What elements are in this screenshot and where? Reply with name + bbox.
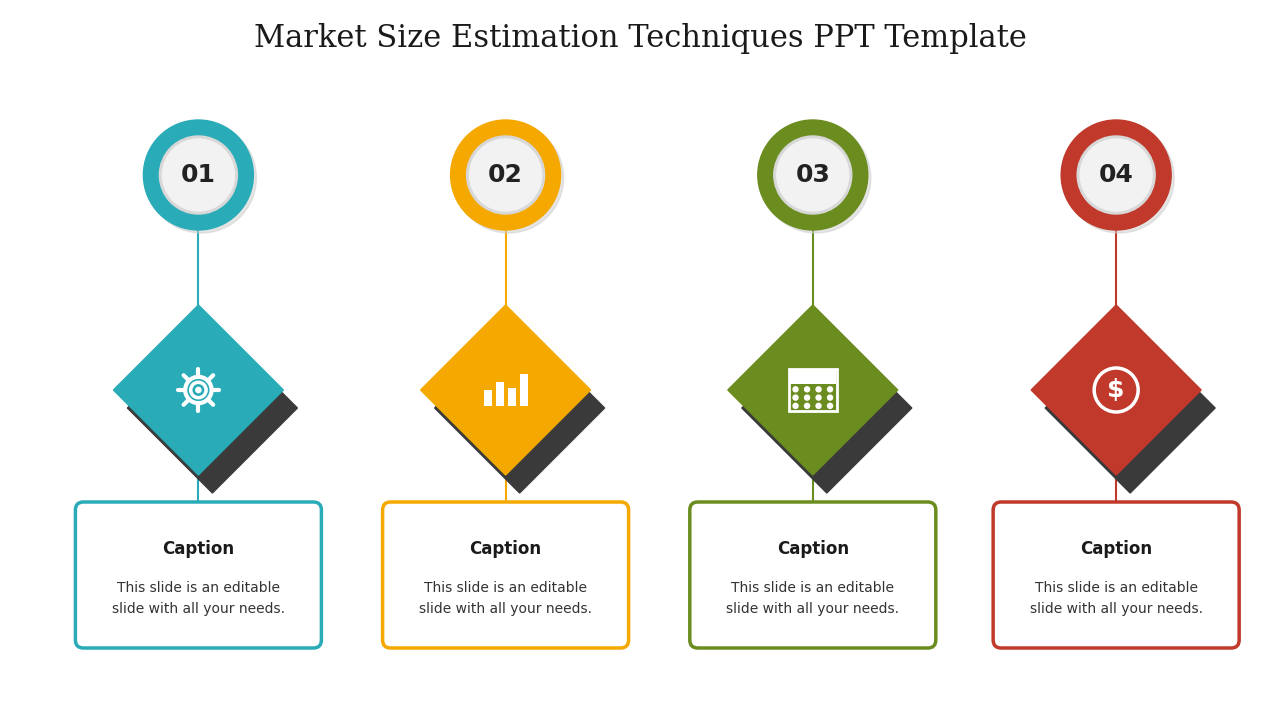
Circle shape <box>805 387 809 392</box>
Polygon shape <box>128 323 297 493</box>
Circle shape <box>467 136 544 214</box>
Circle shape <box>774 136 851 214</box>
Circle shape <box>828 395 832 400</box>
Text: Caption: Caption <box>1080 540 1152 558</box>
Circle shape <box>828 403 832 408</box>
Polygon shape <box>421 305 590 475</box>
Circle shape <box>453 123 563 233</box>
Circle shape <box>1080 139 1152 211</box>
Polygon shape <box>114 305 283 475</box>
Circle shape <box>146 123 256 233</box>
Bar <box>484 390 492 406</box>
Circle shape <box>805 403 809 408</box>
FancyBboxPatch shape <box>993 502 1239 648</box>
Circle shape <box>163 139 234 211</box>
Text: Market Size Estimation Techniques PPT Template: Market Size Estimation Techniques PPT Te… <box>253 22 1027 53</box>
Circle shape <box>805 395 809 400</box>
Text: Caption: Caption <box>163 540 234 558</box>
Bar <box>520 374 527 406</box>
Text: 04: 04 <box>1098 163 1134 187</box>
Text: 03: 03 <box>795 163 831 187</box>
Polygon shape <box>1046 323 1215 493</box>
Text: 02: 02 <box>488 163 524 187</box>
Text: Caption: Caption <box>470 540 541 558</box>
Circle shape <box>794 387 797 392</box>
Circle shape <box>817 387 820 392</box>
Bar <box>790 369 836 384</box>
Circle shape <box>1064 123 1174 233</box>
Circle shape <box>470 139 541 211</box>
Circle shape <box>195 387 202 393</box>
FancyBboxPatch shape <box>76 502 321 648</box>
Polygon shape <box>435 323 604 493</box>
Text: 01: 01 <box>180 163 216 187</box>
FancyBboxPatch shape <box>383 502 628 648</box>
Bar <box>495 382 503 406</box>
Circle shape <box>828 387 832 392</box>
Polygon shape <box>728 305 897 475</box>
Circle shape <box>1078 136 1155 214</box>
Circle shape <box>817 403 820 408</box>
Circle shape <box>758 120 868 230</box>
FancyBboxPatch shape <box>690 502 936 648</box>
Text: This slide is an editable
slide with all your needs.: This slide is an editable slide with all… <box>419 581 593 616</box>
Text: This slide is an editable
slide with all your needs.: This slide is an editable slide with all… <box>111 581 285 616</box>
Polygon shape <box>742 323 911 493</box>
Circle shape <box>760 123 870 233</box>
Circle shape <box>794 395 797 400</box>
Polygon shape <box>1032 305 1201 475</box>
Circle shape <box>160 136 237 214</box>
Text: $: $ <box>1107 378 1125 402</box>
Circle shape <box>143 120 253 230</box>
Circle shape <box>1061 120 1171 230</box>
Circle shape <box>451 120 561 230</box>
Bar <box>508 388 516 406</box>
Circle shape <box>794 403 797 408</box>
Text: This slide is an editable
slide with all your needs.: This slide is an editable slide with all… <box>1029 581 1203 616</box>
Text: This slide is an editable
slide with all your needs.: This slide is an editable slide with all… <box>726 581 900 616</box>
Circle shape <box>817 395 820 400</box>
Circle shape <box>777 139 849 211</box>
Text: Caption: Caption <box>777 540 849 558</box>
